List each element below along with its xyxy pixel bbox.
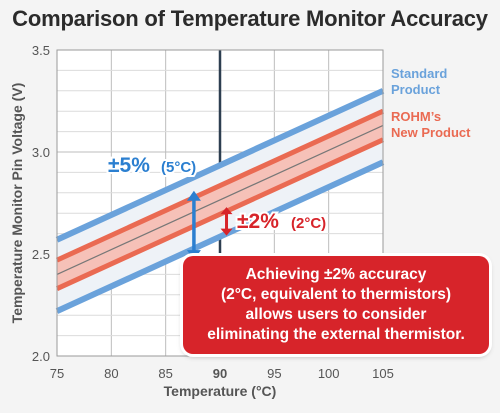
x-tick-label: 95 — [267, 366, 281, 381]
callout-line: allows users to consider — [245, 306, 427, 323]
rohm-lower-line — [55, 137, 385, 291]
center-line — [56, 124, 384, 275]
standard-lower-line — [55, 159, 385, 314]
arrow-head — [220, 207, 233, 215]
y-tick-label: 2.5 — [32, 247, 50, 262]
x-tick-label: 75 — [50, 366, 64, 381]
bands — [55, 88, 385, 314]
axes: Temperature (°C) Temperature Monitor Pin … — [9, 49, 384, 399]
y-tick-label: 3.0 — [32, 145, 50, 160]
arrow-head — [186, 250, 201, 261]
callout-line: (2°C, equivalent to thermistors) — [220, 286, 452, 303]
y-tick-label: 2.0 — [32, 349, 50, 364]
callout-line: Achieving ±2% accuracy — [245, 266, 427, 283]
y-tick-label: 3.5 — [32, 43, 50, 58]
y-axis-title: Temperature Monitor Pin Voltage (V) — [9, 83, 25, 324]
legend-label: New Product — [391, 125, 471, 140]
arrow-head — [220, 228, 233, 236]
standard-upper-line — [55, 88, 385, 243]
rohm-accuracy-sub: (2°C) — [291, 215, 326, 232]
callout-line: eliminating the external thermistor. — [207, 326, 465, 343]
tick-labels: 75 80 85 90 95 100 105 2.0 2.5 3.0 3.5 — [32, 43, 394, 381]
x-tick-label: 100 — [318, 366, 340, 381]
legend-label: Standard — [391, 66, 447, 81]
legend-label: ROHM’s — [391, 109, 441, 124]
plot-frame — [56, 49, 384, 357]
x-tick-label: 85 — [158, 366, 172, 381]
chart-title: Comparison of Temperature Monitor Accura… — [12, 6, 488, 31]
standard-accuracy-label: ±5% — [108, 154, 150, 177]
x-axis-title: Temperature (°C) — [164, 383, 277, 399]
x-tick-label: 90 — [213, 366, 227, 381]
annotations: ±5% (5°C) ±2% (2°C) — [106, 152, 328, 261]
callout-box: Achieving ±2% accuracy (2°C, equivalent … — [183, 256, 489, 354]
rohm-upper-line — [55, 108, 385, 263]
standard-accuracy-sub: (5°C) — [161, 159, 196, 176]
arrow-head — [186, 190, 201, 201]
x-tick-label: 105 — [372, 366, 394, 381]
x-tick-label: 80 — [104, 366, 118, 381]
rohm-accuracy-label: ±2% — [237, 210, 279, 233]
legend-label: Product — [391, 82, 441, 97]
